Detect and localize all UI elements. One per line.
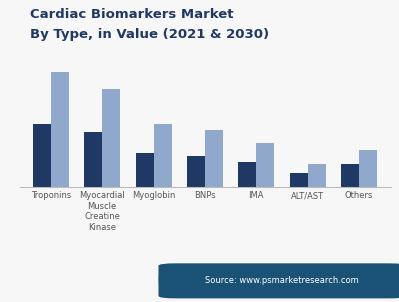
Text: Cardiac Biomarkers Market: Cardiac Biomarkers Market: [30, 8, 233, 21]
Bar: [187, 156, 205, 187]
Bar: [136, 153, 154, 187]
Text: Source: www.psmarketresearch.com: Source: www.psmarketresearch.com: [205, 276, 359, 285]
Bar: [84, 132, 102, 187]
Legend: 2021, 2030: 2021, 2030: [155, 271, 245, 288]
Bar: [51, 72, 69, 187]
Bar: [341, 164, 359, 187]
Bar: [154, 124, 172, 187]
Bar: [257, 143, 275, 187]
Bar: [102, 89, 120, 187]
Bar: [308, 164, 326, 187]
Bar: [290, 173, 308, 187]
FancyBboxPatch shape: [158, 263, 399, 298]
Bar: [205, 130, 223, 187]
Bar: [359, 150, 377, 187]
Bar: [238, 162, 257, 187]
Bar: [33, 124, 51, 187]
Text: By Type, in Value (2021 & 2030): By Type, in Value (2021 & 2030): [30, 28, 269, 41]
